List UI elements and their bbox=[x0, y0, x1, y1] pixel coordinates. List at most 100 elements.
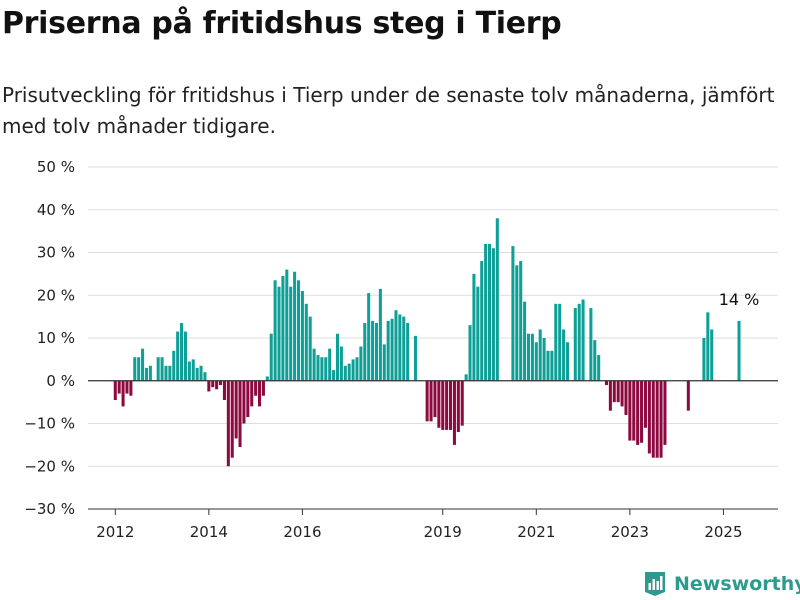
bar bbox=[624, 380, 628, 415]
bar bbox=[640, 380, 644, 443]
bar bbox=[281, 276, 285, 381]
bar bbox=[495, 218, 499, 381]
y-tick-label: 0 % bbox=[46, 372, 75, 390]
bar bbox=[511, 246, 515, 381]
bars bbox=[113, 218, 741, 467]
bar bbox=[468, 325, 472, 381]
bar bbox=[293, 271, 297, 381]
bar bbox=[523, 301, 527, 381]
bar bbox=[702, 338, 706, 381]
bar bbox=[156, 357, 160, 381]
bar bbox=[546, 350, 550, 381]
bar bbox=[612, 380, 616, 403]
y-tick-label: 10 % bbox=[37, 329, 75, 347]
bar bbox=[526, 333, 531, 381]
bar bbox=[160, 357, 164, 381]
bar-value-label: 14 % bbox=[719, 290, 760, 309]
bar bbox=[437, 380, 441, 428]
bar bbox=[390, 318, 394, 381]
bar bbox=[250, 380, 254, 407]
bar bbox=[608, 380, 612, 411]
bar bbox=[456, 380, 460, 433]
x-tick-label: 2016 bbox=[283, 523, 321, 541]
bar bbox=[148, 365, 152, 381]
bar bbox=[663, 380, 667, 445]
bar bbox=[343, 365, 347, 381]
bar bbox=[176, 331, 180, 381]
bar bbox=[215, 380, 219, 390]
bar bbox=[219, 380, 223, 386]
bar bbox=[367, 293, 371, 381]
bar bbox=[308, 316, 312, 381]
bar bbox=[363, 323, 367, 381]
bar bbox=[441, 380, 445, 430]
bar bbox=[141, 348, 145, 381]
bar bbox=[378, 288, 382, 381]
bar bbox=[488, 243, 492, 381]
bar bbox=[706, 312, 710, 381]
bar bbox=[246, 380, 250, 418]
bar bbox=[355, 357, 359, 381]
bar bbox=[328, 348, 332, 381]
bar bbox=[199, 365, 203, 381]
bar bbox=[402, 316, 406, 381]
bar bbox=[172, 350, 176, 381]
x-tick-label: 2025 bbox=[704, 523, 742, 541]
bar bbox=[277, 286, 281, 381]
bar bbox=[659, 380, 663, 458]
bar bbox=[374, 323, 378, 381]
bar bbox=[164, 365, 168, 381]
bar bbox=[371, 320, 375, 381]
bar bbox=[168, 365, 172, 381]
bar bbox=[491, 248, 495, 381]
bar bbox=[558, 303, 562, 381]
bar bbox=[121, 380, 125, 407]
bar bbox=[320, 357, 324, 381]
bar bbox=[230, 380, 234, 458]
x-axis: 2012 2014 2016 2019 2021 2023 2025 bbox=[88, 508, 778, 541]
bar bbox=[269, 333, 273, 381]
bar bbox=[433, 380, 437, 418]
bar bbox=[589, 308, 593, 381]
bar bbox=[273, 280, 277, 381]
bar bbox=[538, 329, 542, 381]
bar bbox=[476, 286, 480, 381]
brand-name: Newsworthy bbox=[674, 573, 800, 595]
bar bbox=[616, 380, 620, 403]
bar bbox=[203, 372, 207, 381]
bar bbox=[530, 333, 534, 381]
annotations: 14 % bbox=[719, 290, 760, 309]
bar bbox=[445, 380, 449, 430]
bar bbox=[534, 342, 538, 381]
bar bbox=[222, 380, 226, 400]
bar bbox=[351, 359, 355, 381]
bar bbox=[359, 346, 363, 381]
bar bbox=[542, 338, 546, 381]
bar bbox=[207, 380, 211, 392]
y-tick-label: 20 % bbox=[37, 286, 75, 304]
bar bbox=[429, 380, 433, 422]
bar bbox=[129, 380, 133, 396]
y-tick-label: −10 % bbox=[24, 415, 75, 433]
y-tick-label: −30 % bbox=[24, 500, 75, 518]
bar bbox=[144, 367, 148, 381]
bar bbox=[581, 299, 585, 381]
gridlines bbox=[88, 166, 778, 510]
bar bbox=[554, 303, 558, 381]
bar bbox=[335, 333, 340, 381]
bar bbox=[655, 380, 659, 458]
x-tick-label: 2014 bbox=[190, 523, 228, 541]
bar bbox=[643, 380, 647, 428]
bar bbox=[593, 340, 597, 381]
x-tick-label: 2023 bbox=[611, 523, 649, 541]
bar bbox=[480, 261, 484, 381]
bar bbox=[211, 380, 215, 388]
bar bbox=[398, 314, 402, 381]
bar bbox=[187, 361, 191, 381]
bar bbox=[258, 380, 262, 407]
y-tick-label: 50 % bbox=[37, 158, 75, 176]
bar bbox=[460, 380, 464, 426]
bar bbox=[515, 265, 519, 381]
bar bbox=[226, 380, 230, 467]
